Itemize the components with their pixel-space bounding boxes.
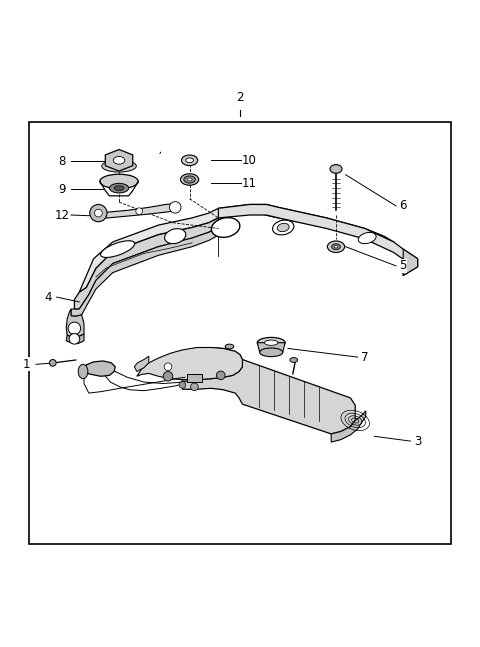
Ellipse shape — [165, 228, 186, 244]
Ellipse shape — [332, 244, 340, 250]
Ellipse shape — [327, 241, 345, 252]
Ellipse shape — [101, 241, 134, 258]
Polygon shape — [134, 356, 149, 371]
Text: 12: 12 — [55, 208, 70, 221]
Ellipse shape — [113, 157, 125, 164]
Text: 5: 5 — [399, 259, 407, 272]
Ellipse shape — [330, 164, 342, 173]
Polygon shape — [187, 374, 202, 382]
Ellipse shape — [290, 358, 298, 362]
Circle shape — [90, 204, 107, 222]
Polygon shape — [403, 249, 418, 276]
Circle shape — [164, 363, 172, 371]
Polygon shape — [218, 204, 418, 267]
Text: 7: 7 — [361, 351, 369, 364]
Polygon shape — [66, 309, 84, 337]
Polygon shape — [71, 228, 218, 316]
Circle shape — [136, 208, 143, 215]
Bar — [29, 122, 451, 544]
Ellipse shape — [181, 155, 198, 166]
Polygon shape — [74, 218, 218, 309]
Ellipse shape — [273, 220, 294, 235]
Ellipse shape — [277, 223, 289, 232]
Ellipse shape — [358, 232, 376, 244]
Ellipse shape — [114, 186, 124, 190]
Circle shape — [69, 334, 80, 344]
Polygon shape — [403, 259, 418, 276]
Text: 11: 11 — [242, 177, 257, 190]
Circle shape — [169, 202, 181, 213]
Circle shape — [191, 383, 198, 391]
Circle shape — [179, 382, 186, 388]
Polygon shape — [95, 204, 180, 218]
Circle shape — [163, 371, 173, 381]
Polygon shape — [79, 204, 394, 292]
Ellipse shape — [109, 183, 129, 193]
Ellipse shape — [264, 340, 278, 345]
Text: 2: 2 — [236, 91, 244, 104]
Ellipse shape — [180, 174, 199, 185]
Circle shape — [49, 360, 56, 366]
Polygon shape — [105, 149, 133, 171]
Polygon shape — [257, 343, 285, 353]
Text: 6: 6 — [399, 199, 407, 212]
Text: 10: 10 — [242, 154, 257, 167]
Ellipse shape — [211, 217, 240, 237]
Ellipse shape — [257, 338, 285, 348]
Text: 4: 4 — [44, 291, 52, 303]
Text: 8: 8 — [59, 155, 66, 168]
Text: 3: 3 — [414, 435, 421, 448]
Ellipse shape — [100, 174, 138, 189]
Circle shape — [216, 371, 225, 380]
Ellipse shape — [334, 245, 338, 248]
Text: 9: 9 — [59, 182, 66, 195]
Text: 1: 1 — [23, 358, 30, 371]
Ellipse shape — [184, 176, 195, 183]
Polygon shape — [137, 347, 242, 380]
Ellipse shape — [187, 178, 192, 181]
Text: ': ' — [155, 151, 162, 161]
Ellipse shape — [186, 158, 193, 162]
Ellipse shape — [102, 160, 136, 172]
Polygon shape — [66, 334, 84, 344]
Polygon shape — [182, 347, 355, 434]
Ellipse shape — [260, 348, 283, 356]
Polygon shape — [331, 411, 366, 442]
Circle shape — [68, 322, 81, 334]
Circle shape — [95, 209, 102, 217]
Ellipse shape — [225, 344, 234, 349]
Polygon shape — [84, 361, 115, 377]
Ellipse shape — [78, 364, 88, 378]
